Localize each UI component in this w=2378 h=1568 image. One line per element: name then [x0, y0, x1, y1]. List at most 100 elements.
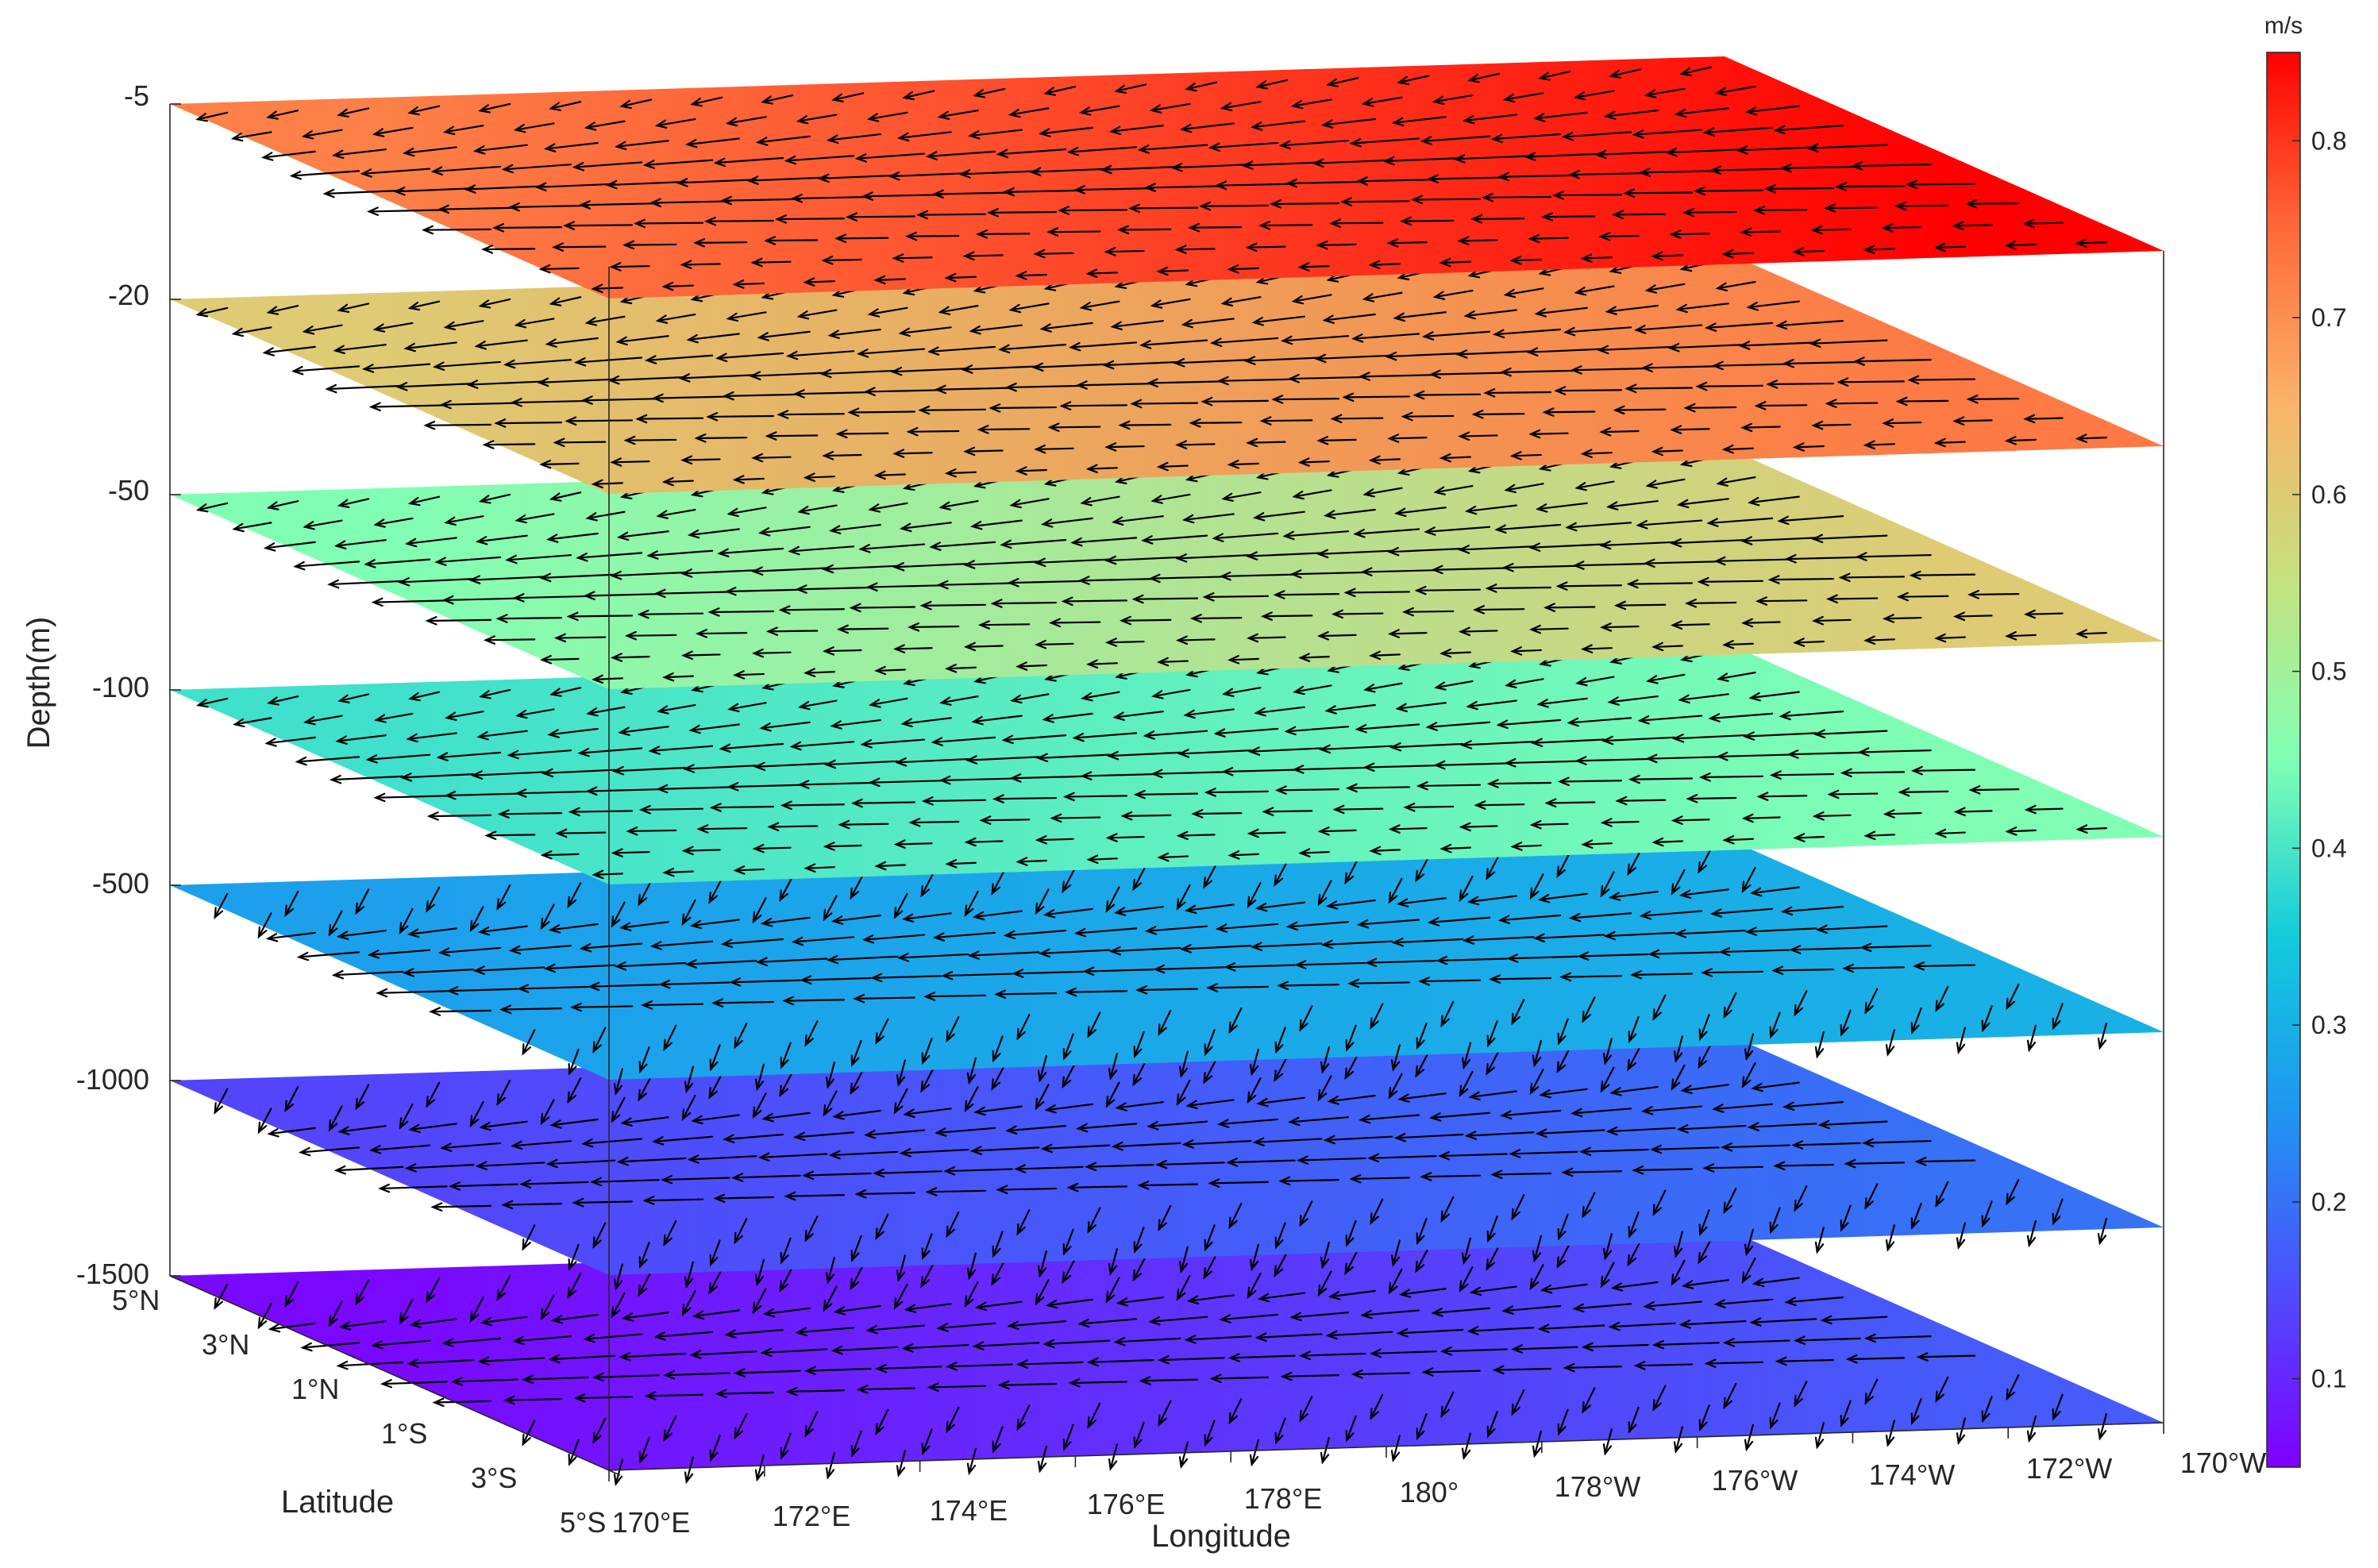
vector-arrow — [1600, 1262, 1615, 1288]
vector-arrowhead — [1529, 819, 1542, 830]
vector-arrow — [1341, 200, 1411, 203]
vector-arrowhead — [1038, 948, 1051, 958]
vector-arrowhead — [1173, 358, 1185, 368]
vector-arrow — [1615, 603, 1667, 607]
vector-arrowhead — [963, 641, 977, 652]
vector-arrow — [1538, 697, 1588, 706]
vector-arrow — [1631, 973, 1694, 976]
vector-arrow — [1652, 994, 1667, 1020]
vector-arrow — [196, 111, 229, 121]
vector-arrowhead — [549, 492, 562, 502]
vector-arrow — [1185, 903, 1235, 911]
vector-arrowhead — [1701, 968, 1713, 977]
vector-arrow — [1771, 772, 1835, 776]
vector-arrowhead — [646, 550, 659, 560]
vector-arrowhead — [1864, 1197, 1874, 1210]
vector-arrowhead — [1431, 564, 1443, 575]
vector-arrowhead — [368, 402, 381, 412]
vector-arrowhead — [827, 329, 840, 339]
vector-arrow — [511, 399, 589, 404]
vector-arrowhead — [611, 848, 623, 857]
vector-arrowhead — [1775, 320, 1788, 330]
vector-arrowhead — [1741, 880, 1752, 894]
vector-arrow — [851, 1430, 862, 1457]
vector-arrow — [355, 1084, 370, 1109]
vector-arrow — [625, 438, 677, 441]
vector-arrowhead — [920, 1275, 931, 1289]
vector-arrowhead — [892, 644, 906, 653]
vector-arrowhead — [1078, 106, 1092, 116]
vector-arrowhead — [1632, 129, 1644, 139]
vector-arrowhead — [1910, 1022, 1920, 1034]
vector-arrowhead — [355, 902, 365, 915]
vector-arrowhead — [971, 715, 984, 726]
vector-arrow — [1039, 126, 1093, 135]
vector-arrow — [804, 476, 835, 479]
vector-arrowhead — [1058, 206, 1070, 215]
vector-arrow — [1741, 537, 1817, 542]
vector-arrowhead — [1184, 904, 1197, 915]
vector-arrowhead — [1085, 268, 1098, 279]
vector-arrow — [637, 417, 704, 420]
vector-arrow — [1415, 1246, 1430, 1273]
vector-arrow — [1317, 1075, 1332, 1101]
vector-arrow — [1898, 595, 1949, 598]
vector-arrowhead — [302, 326, 315, 335]
vector-arrowhead — [976, 229, 989, 239]
vector-arrow — [496, 1079, 511, 1105]
vector-arrow — [1640, 910, 1703, 917]
vector-arrow — [267, 931, 316, 940]
vector-arrowhead — [1369, 650, 1382, 661]
vector-arrow — [804, 1215, 819, 1242]
vector-arrowhead — [684, 959, 698, 969]
vector-arrow — [688, 528, 740, 537]
vector-arrowhead — [1012, 969, 1024, 978]
vector-arrowhead — [733, 1368, 746, 1377]
vector-arrowhead — [1575, 676, 1588, 687]
vector-arrow — [1251, 1439, 1259, 1466]
vector-arrowhead — [663, 1038, 673, 1052]
vector-arrow — [1370, 1350, 1437, 1355]
vector-arrow — [335, 1165, 404, 1172]
vector-arrow — [425, 423, 492, 426]
axis-line — [257, 1314, 269, 1320]
vector-arrow — [1819, 1120, 1888, 1127]
vector-arrow — [946, 275, 977, 279]
vector-arrowhead — [929, 541, 942, 551]
vector-arrow — [685, 1065, 694, 1092]
vector-arrow — [1346, 1219, 1357, 1246]
vector-arrow — [1600, 234, 1640, 238]
vector-arrowhead — [1574, 756, 1587, 765]
vector-arrow — [1112, 320, 1164, 328]
vector-arrow — [381, 1381, 448, 1385]
vector-arrow — [638, 1270, 653, 1296]
vector-arrow — [1859, 749, 1932, 753]
vector-arrowhead — [1651, 641, 1664, 652]
vector-arrow — [1248, 831, 1286, 835]
vector-arrowhead — [1355, 176, 1369, 186]
vector-arrow — [1146, 925, 1208, 932]
vector-arrowhead — [785, 350, 799, 360]
vector-arrow — [1289, 1116, 1350, 1123]
vector-arrowhead — [1367, 1153, 1380, 1163]
vector-arrow — [1317, 549, 1393, 556]
vector-arrowhead — [1682, 207, 1695, 218]
vector-arrowhead — [687, 529, 700, 539]
colorbar-tick-label: 0.7 — [2311, 303, 2346, 332]
vector-arrowhead — [548, 1354, 561, 1364]
vector-arrowhead — [266, 501, 279, 510]
vector-arrowhead — [1825, 594, 1839, 604]
vector-arrow — [1228, 657, 1259, 661]
vector-arrow — [550, 296, 582, 305]
vector-arrow — [1652, 645, 1683, 649]
vector-arrowhead — [921, 1247, 931, 1261]
vector-arrowhead — [1740, 618, 1754, 628]
vector-arrow — [472, 771, 545, 776]
vector-arrow — [410, 1123, 457, 1131]
vector-arrowhead — [1288, 1116, 1301, 1127]
vector-arrow — [1109, 1248, 1118, 1275]
vector-arrowhead — [545, 1158, 558, 1169]
vector-arrowhead — [1526, 347, 1539, 356]
vector-arrowhead — [1499, 367, 1512, 377]
vector-arrowhead — [592, 674, 604, 684]
